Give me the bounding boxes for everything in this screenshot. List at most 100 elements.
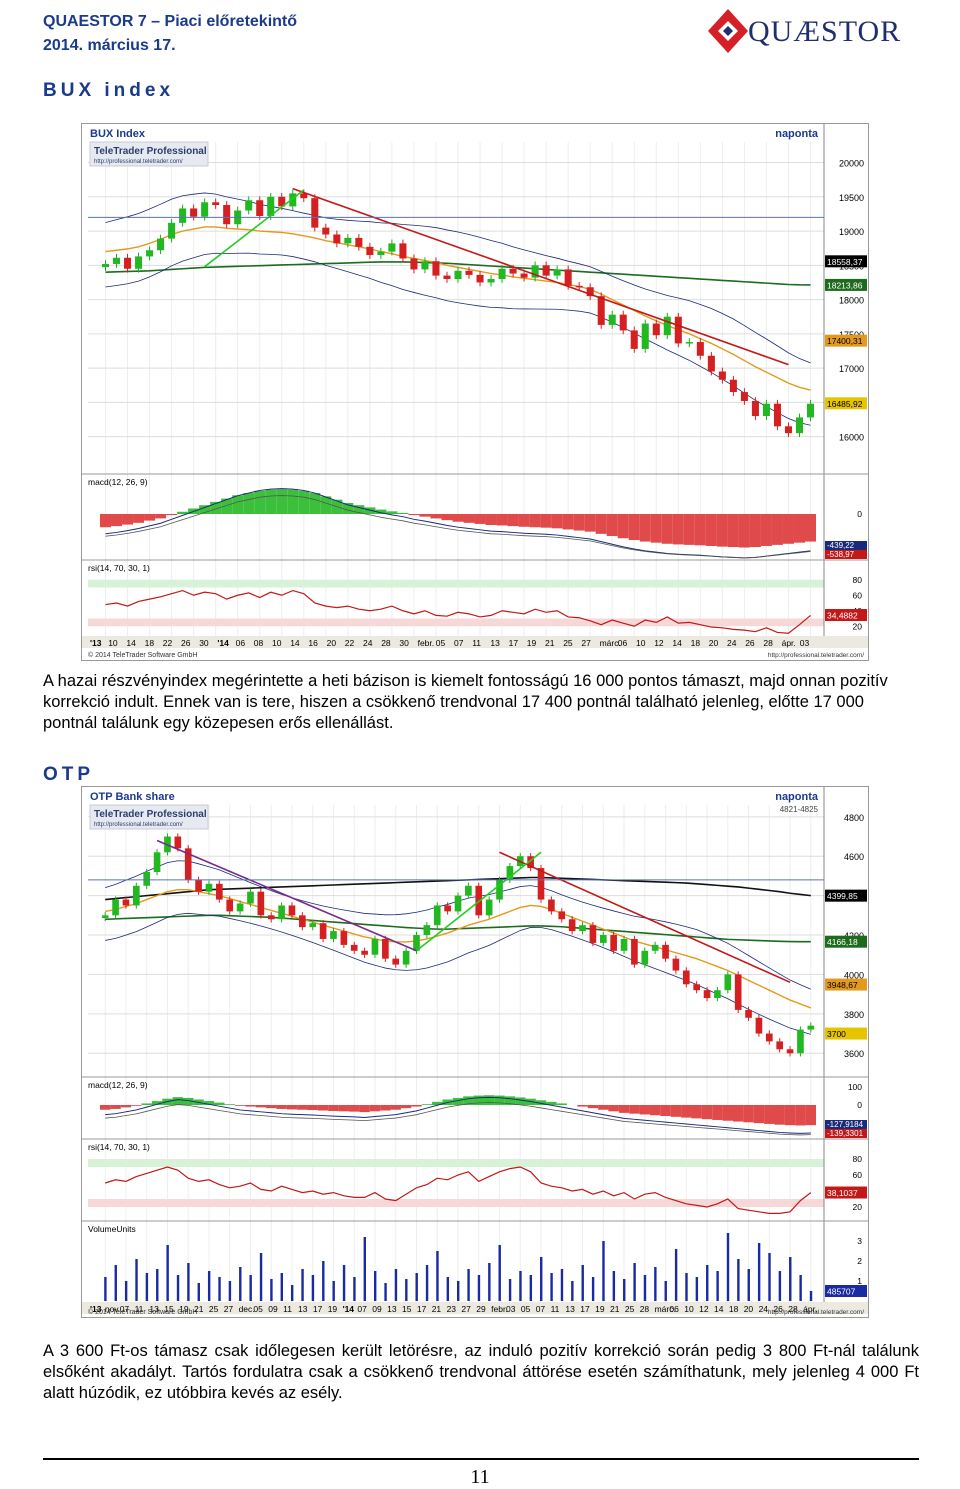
- macd-histogram-bar: [535, 1100, 547, 1105]
- macd-tick-label: 100: [848, 1082, 862, 1092]
- price-value-box: [825, 889, 867, 902]
- macd-histogram-bar: [529, 514, 541, 528]
- macd-histogram-bar: [254, 490, 266, 514]
- macd-histogram-bar: [390, 1105, 401, 1110]
- macd-histogram-bar: [111, 514, 123, 527]
- volume-bar: [809, 1291, 813, 1301]
- macd-histogram-bar: [573, 514, 585, 531]
- macd-histogram-bar: [727, 514, 739, 548]
- volume-bar: [550, 1273, 553, 1301]
- candle-body: [257, 891, 265, 916]
- macd-histogram-bar: [297, 1105, 308, 1110]
- trendline-purple: [156, 839, 417, 952]
- x-axis-tick-label: 25: [563, 638, 573, 648]
- candle-body: [216, 883, 223, 900]
- candle-body: [718, 371, 726, 380]
- x-axis-tick-label: 15: [164, 1304, 174, 1314]
- x-axis-tick-label: 19: [179, 1304, 189, 1314]
- x-axis-tick-label: 10: [684, 1304, 694, 1314]
- candle-body: [361, 950, 368, 955]
- candle-body: [674, 316, 682, 344]
- candle-body: [278, 905, 285, 920]
- x-axis-tick-label: 13: [490, 638, 500, 648]
- volume-bar: [415, 1273, 418, 1301]
- volume-bar: [425, 1265, 429, 1301]
- x-axis-tick-label: márc.: [655, 1304, 676, 1314]
- otp-paragraph: A 3 600 Ft-os támasz csak időlegesen ker…: [43, 1342, 919, 1402]
- macd-histogram-bar: [463, 514, 475, 523]
- candle-body: [344, 237, 352, 244]
- candle-body: [579, 925, 586, 932]
- volume-bar: [114, 1265, 117, 1301]
- volume-bar: [623, 1279, 626, 1301]
- candle-body: [132, 885, 140, 906]
- x-axis-tick-label: 18: [729, 1304, 739, 1314]
- trendline-down: [499, 851, 791, 984]
- macd-tick-label: 0: [857, 509, 862, 519]
- price-tick-label: 4600: [844, 852, 864, 862]
- volume-bar: [176, 1275, 180, 1301]
- x-axis-tick-label: 17: [313, 1304, 323, 1314]
- candle-body: [377, 251, 385, 256]
- x-axis-tick-label: 03: [800, 638, 810, 648]
- candle-body: [278, 196, 286, 207]
- macd-histogram-bar: [716, 514, 728, 547]
- candle-body: [762, 403, 770, 417]
- candle-body: [575, 285, 583, 288]
- candle-body: [663, 316, 671, 336]
- volume-tick-label: 1: [857, 1276, 862, 1286]
- chart-period: naponta: [775, 128, 819, 140]
- candle-body: [527, 856, 534, 869]
- macd-histogram-bar: [359, 1105, 370, 1113]
- candle-body: [520, 273, 528, 278]
- quaestor-logo-text: QUÆSTOR: [748, 15, 902, 48]
- macd-histogram-bar: [639, 1105, 650, 1115]
- volume-bar: [384, 1283, 387, 1301]
- candle-body: [226, 899, 234, 912]
- candle-body: [157, 238, 165, 251]
- macd-histogram-bar: [701, 1105, 713, 1120]
- macd-histogram-bar: [375, 509, 387, 514]
- candle-body: [333, 234, 341, 244]
- watermark-text: TeleTrader Professional: [94, 146, 207, 157]
- macd-histogram-bar: [177, 511, 189, 514]
- candle-body: [597, 296, 605, 325]
- x-axis-band: [82, 1302, 868, 1314]
- candle-body: [319, 923, 327, 939]
- macd-histogram-bar: [144, 514, 156, 521]
- rsi-tick-label: 80: [853, 575, 863, 585]
- volume-bar: [332, 1281, 335, 1301]
- macd-histogram-bar: [784, 1105, 796, 1126]
- candle-body: [641, 950, 649, 965]
- candle-body: [693, 984, 700, 991]
- candle-body: [651, 944, 659, 951]
- candle-body: [168, 222, 176, 239]
- volume-bar: [664, 1281, 667, 1301]
- chart-range-label: 4821-4825: [780, 805, 819, 814]
- volume-bar: [612, 1271, 616, 1301]
- macd-value-label: -139,3301: [827, 1129, 864, 1138]
- price-tick-label: 16000: [839, 433, 864, 443]
- macd-histogram-bar: [683, 514, 695, 545]
- x-axis-tick-label: 15: [402, 1304, 412, 1314]
- macd-histogram-bar: [771, 514, 783, 545]
- rsi-tick-label: 60: [853, 1170, 863, 1180]
- x-axis-tick-label: 17: [509, 638, 519, 648]
- price-tick-label: 18000: [839, 296, 864, 306]
- price-value-box: [825, 334, 867, 347]
- candle-body: [413, 935, 420, 951]
- candle-body: [256, 200, 264, 216]
- volume-bar: [342, 1265, 346, 1301]
- macd-label: macd(12, 26, 9): [88, 477, 148, 487]
- x-axis-tick-label: febr.: [418, 638, 435, 648]
- x-axis-tick-label: '13: [90, 1304, 102, 1314]
- volume-bar: [488, 1263, 491, 1301]
- macd-histogram-bar: [364, 507, 376, 514]
- candle-body: [807, 1025, 815, 1030]
- page-number: 11: [470, 1466, 490, 1488]
- x-axis-tick-label: 11: [551, 1304, 560, 1314]
- x-axis-tick-label: 14: [290, 638, 300, 648]
- x-axis-tick-label: 14: [672, 638, 682, 648]
- volume-bar: [519, 1271, 522, 1301]
- x-axis-tick-label: 14: [126, 638, 136, 648]
